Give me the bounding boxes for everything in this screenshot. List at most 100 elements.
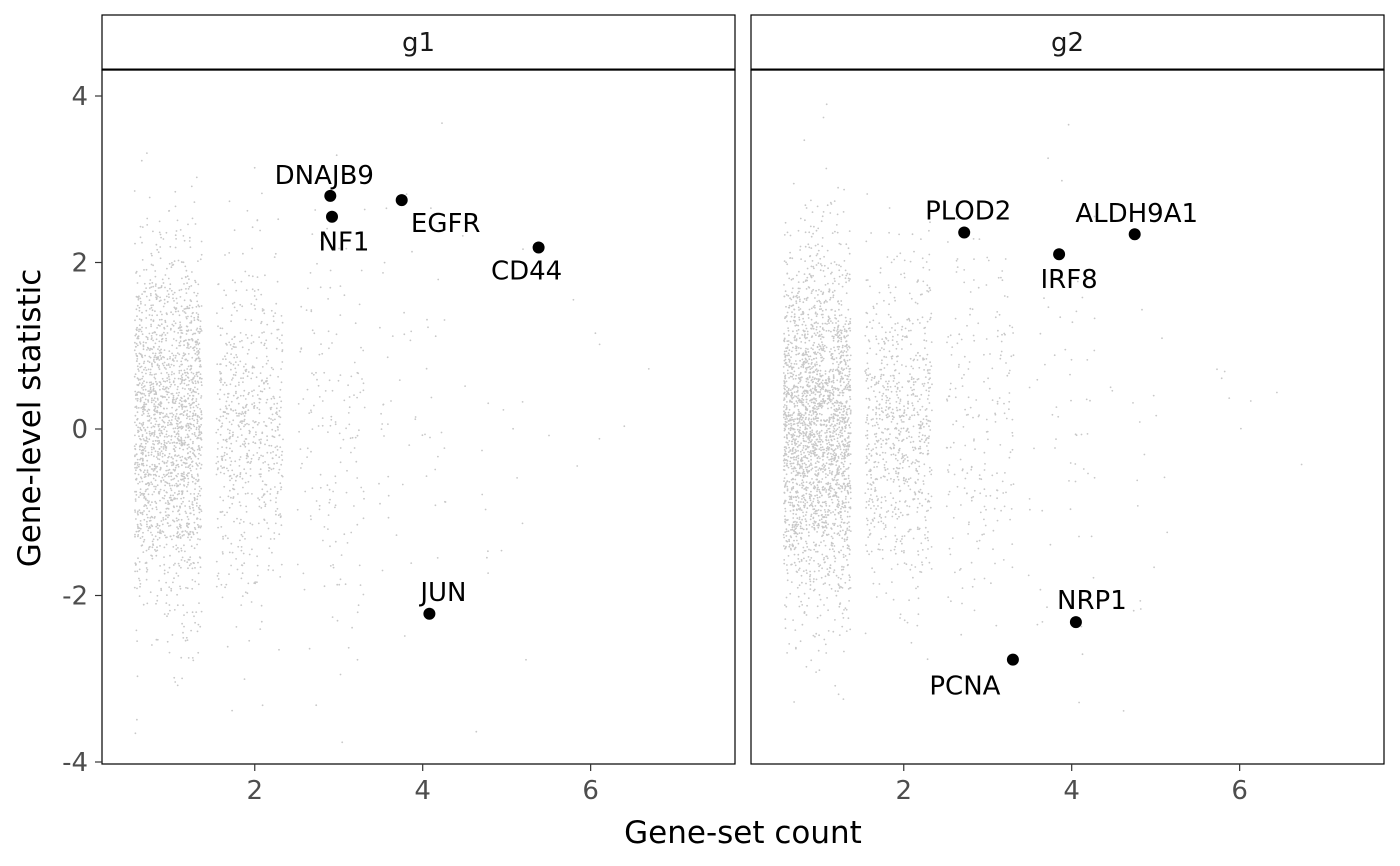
background-point [173,291,176,294]
background-point [176,604,179,607]
background-point [151,432,154,434]
background-point [385,207,388,210]
background-point [847,468,849,470]
background-point [136,377,139,380]
background-point [807,286,810,288]
background-point [184,378,187,381]
background-point [156,546,158,549]
background-point [836,437,839,440]
background-point [379,326,381,329]
background-point [162,479,165,481]
background-point [840,265,842,268]
background-point [810,414,813,417]
background-point [145,488,148,491]
background-point [191,579,194,581]
background-point [809,549,812,551]
background-point [160,383,162,386]
background-point [841,274,844,276]
background-point [791,526,794,529]
background-point [167,472,170,474]
background-point [216,312,218,315]
background-point [183,614,185,616]
background-point [159,467,162,470]
background-point [194,435,197,437]
background-point [809,450,812,452]
background-point [198,431,201,434]
background-point [195,478,197,481]
background-point [807,556,810,558]
background-point [824,529,826,532]
background-point [819,269,822,272]
background-point [147,390,150,393]
background-point [244,363,247,365]
background-point [838,634,841,636]
background-point [187,223,189,226]
background-point [165,231,168,234]
background-point [185,329,188,332]
background-point [788,349,791,352]
background-point [199,376,201,379]
background-point [200,381,203,384]
background-point [242,377,245,379]
background-point [198,371,200,373]
background-point [833,555,836,558]
background-point [193,449,196,452]
background-point [800,433,803,435]
background-point [137,534,140,536]
background-point [327,514,330,516]
background-point [378,482,380,485]
background-point [173,260,176,262]
background-point [363,208,366,211]
background-point [142,492,144,495]
background-point [807,597,810,600]
background-point [200,610,203,613]
background-point [822,489,824,491]
background-point [270,468,273,471]
background-point [821,215,824,218]
background-point [840,360,843,363]
background-point [827,329,830,332]
background-point [179,329,182,332]
background-point [256,276,259,278]
background-point [197,392,200,395]
background-point [821,237,824,239]
background-point [793,441,796,444]
background-point [140,438,142,441]
background-point [251,275,254,278]
background-point [171,371,173,373]
background-point [240,413,243,416]
background-point [179,296,182,298]
background-point [148,282,151,285]
panel-g1-title: g1 [402,28,435,58]
background-point [175,354,177,357]
background-point [800,365,803,368]
background-point [145,287,148,289]
background-point [140,452,143,455]
background-point [817,469,820,471]
background-point [224,405,227,407]
background-point [196,523,199,526]
background-point [811,450,814,452]
background-point [241,411,244,413]
background-point [380,412,382,415]
background-point [843,422,846,424]
background-point [189,512,192,515]
background-point [849,422,852,424]
background-point [263,312,266,315]
background-point [804,456,807,459]
background-point [234,409,237,412]
background-point [403,333,406,336]
background-point [837,576,840,579]
background-point [816,363,818,366]
background-point [184,477,187,479]
background-point [185,325,188,328]
background-point [826,301,828,303]
highlighted-point-cd44 [532,241,545,254]
background-point [811,431,813,434]
background-point [816,332,819,334]
background-point [809,578,811,581]
background-point [179,340,182,343]
background-point [163,356,166,359]
background-point [302,398,305,400]
background-point [153,397,156,399]
